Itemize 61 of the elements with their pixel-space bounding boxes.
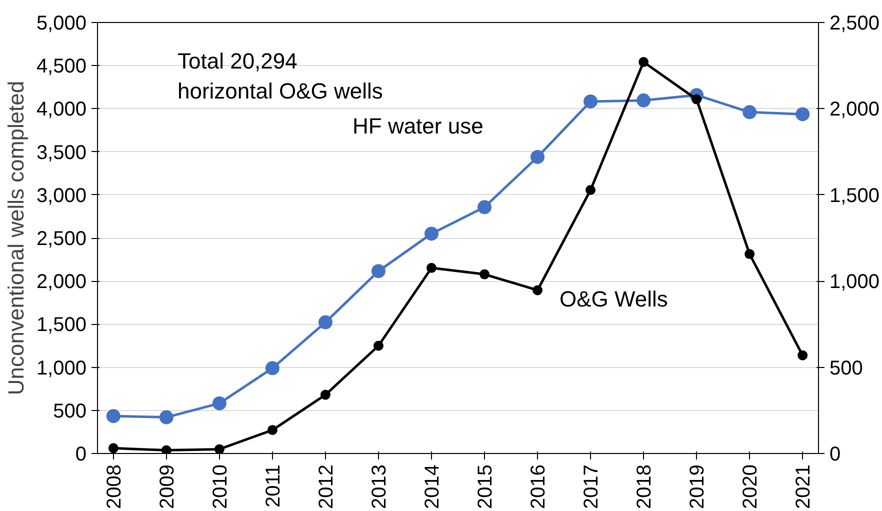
point	[638, 56, 649, 67]
point	[267, 425, 278, 436]
x-tick-label: 2018	[634, 464, 656, 509]
x-tick-label: 2013	[368, 464, 390, 509]
point	[108, 443, 118, 454]
point	[265, 361, 280, 376]
x-tick-label: 2021	[792, 464, 815, 509]
point	[161, 445, 172, 454]
point	[480, 269, 490, 280]
x-tick-label: 2016	[528, 464, 550, 509]
y-tick-label: 3,000	[36, 184, 87, 207]
x-tick-label: 2008	[103, 464, 126, 509]
y-axis-title: Unconventional wells completed	[3, 80, 28, 396]
y-tick-label: 4,500	[36, 56, 87, 78]
y2-tick-label: 0	[830, 444, 841, 466]
point	[530, 150, 545, 164]
series-label: O&G Wells	[560, 286, 668, 312]
point	[424, 226, 438, 241]
point	[318, 315, 332, 330]
point	[212, 396, 226, 410]
point	[214, 444, 224, 454]
y-tick-label: 2,500	[36, 228, 87, 250]
point	[373, 340, 384, 351]
point	[426, 262, 436, 273]
point	[320, 390, 330, 400]
y-tick-label: 500	[53, 400, 87, 422]
y-tick-label: 2,000	[36, 271, 87, 294]
x-tick-label: 2012	[315, 464, 338, 509]
y2-tick-label: 2,500	[830, 12, 880, 34]
x-tick-label: 2010	[209, 464, 232, 509]
x-tick-label: 2020	[740, 464, 762, 509]
x-tick-label: 2011	[262, 464, 284, 508]
y-tick-label: 0	[75, 444, 86, 466]
y2-tick-label: 1,500	[830, 184, 880, 207]
point	[744, 249, 755, 260]
point	[796, 107, 810, 122]
x-tick-label: 2017	[580, 464, 603, 509]
y-tick-label: 5,000	[36, 12, 87, 34]
point	[478, 200, 492, 214]
point	[106, 409, 120, 424]
y-tick-label: 3,500	[36, 142, 87, 164]
point	[636, 93, 651, 108]
x-tick-label: 2009	[156, 464, 178, 509]
y-tick-label: 1,500	[36, 314, 87, 336]
point	[532, 285, 543, 296]
y2-tick-label: 500	[830, 357, 863, 380]
y2-tick-label: 1,000	[830, 271, 880, 294]
y-tick-label: 1,000	[36, 357, 87, 380]
y-tick-label: 4,000	[36, 98, 87, 121]
x-tick-label: 2019	[686, 464, 709, 509]
x-tick-label: 2014	[421, 464, 444, 509]
point	[742, 105, 757, 120]
point	[798, 350, 808, 360]
point	[584, 94, 598, 108]
x-tick-label: 2015	[474, 464, 497, 509]
annotation: Total 20,294 horizontal O&G wells	[178, 48, 383, 104]
point	[371, 264, 386, 278]
text: HF water use	[352, 114, 484, 138]
point	[159, 410, 174, 424]
point	[586, 184, 596, 195]
y2-tick-label: 2,000	[830, 98, 880, 121]
